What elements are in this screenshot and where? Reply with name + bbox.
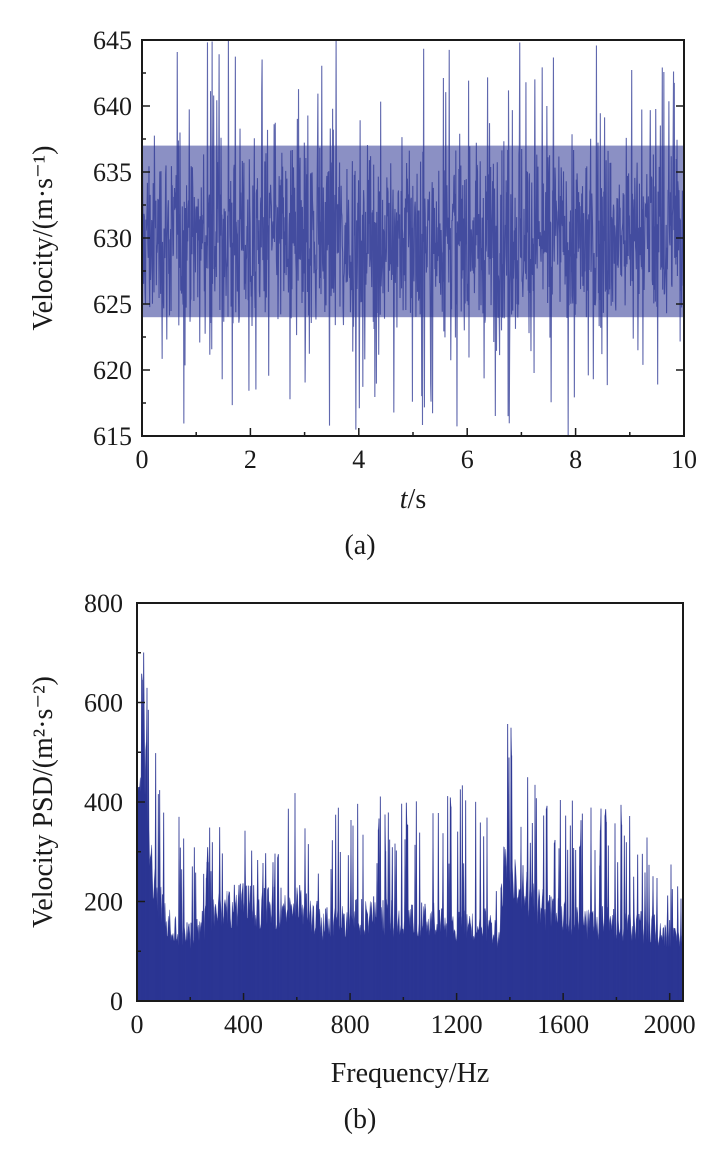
panel-a-y-tick-label: 620 [93,356,132,385]
panel-b-x-tick-labels: 0 400 800 1200 1600 2000 [131,1010,696,1039]
panel-a-y-tick-label: 645 [93,26,132,55]
panel-a-x-tick-label: 6 [461,445,474,474]
panel-b-psd-spikes [141,652,682,1001]
panel-b-y-tick-labels: 0 200 400 600 800 [84,589,123,1016]
panel-b-plot-area [136,652,684,1002]
panel-b-y-tick-label: 0 [110,987,123,1016]
panel-a-x-axis-label: t/s [400,484,426,515]
panel-b-label: (b) [344,1104,377,1135]
panel-a-y-tick-label: 635 [93,158,132,187]
panel-a-y-tick-label: 625 [93,290,132,319]
panel-b-y-tick-label: 600 [84,689,123,718]
panel-a-ticks [141,39,685,437]
panel-a-y-tick-labels: 615 620 625 630 635 640 645 [93,26,132,451]
panel-b-y-tick-label: 800 [84,589,123,618]
panel-b-x-axis-label: Frequency/Hz [331,1058,490,1089]
panel-b-y-tick-label: 200 [84,888,123,917]
panel-a-dense-band [142,145,684,318]
panel-b-x-tick-label: 1600 [537,1010,589,1039]
panel-a-x-tick-label: 2 [244,445,257,474]
panel-b-x-tick-label: 2000 [644,1010,696,1039]
panel-b-y-tick-label: 400 [84,788,123,817]
panel-b-ticks [136,602,671,1002]
panel-a-x-tick-label: 4 [352,445,365,474]
panel-a-x-tick-label: 10 [671,445,697,474]
panel-a-x-tick-label: 0 [136,445,149,474]
panel-a-velocity-time: 615 620 625 630 635 640 645 0 2 4 6 8 10 t/s Veloci… [28,26,697,561]
panel-a-y-tick-label: 640 [93,92,132,121]
panel-b-y-axis-label: Velocity PSD/(m²·s⁻²) [28,676,59,928]
panel-b-x-tick-label: 1200 [431,1010,483,1039]
panel-a-y-tick-label: 615 [93,422,132,451]
panel-a-plot-area [141,40,685,436]
panel-a-y-tick-label: 630 [93,224,132,253]
panel-b-x-tick-label: 400 [224,1010,263,1039]
panel-b-x-tick-label: 0 [131,1010,144,1039]
panel-b-velocity-psd: 0 200 400 600 800 0 400 800 1200 1600 2000 Freque… [28,589,696,1135]
panel-a-x-tick-labels: 0 2 4 6 8 10 [136,445,698,474]
panel-b-x-tick-label: 800 [331,1010,370,1039]
panel-a-y-axis-label: Velocity/(m·s⁻¹) [28,146,59,331]
panel-a-label: (a) [344,530,375,561]
panel-a-x-tick-label: 8 [569,445,582,474]
